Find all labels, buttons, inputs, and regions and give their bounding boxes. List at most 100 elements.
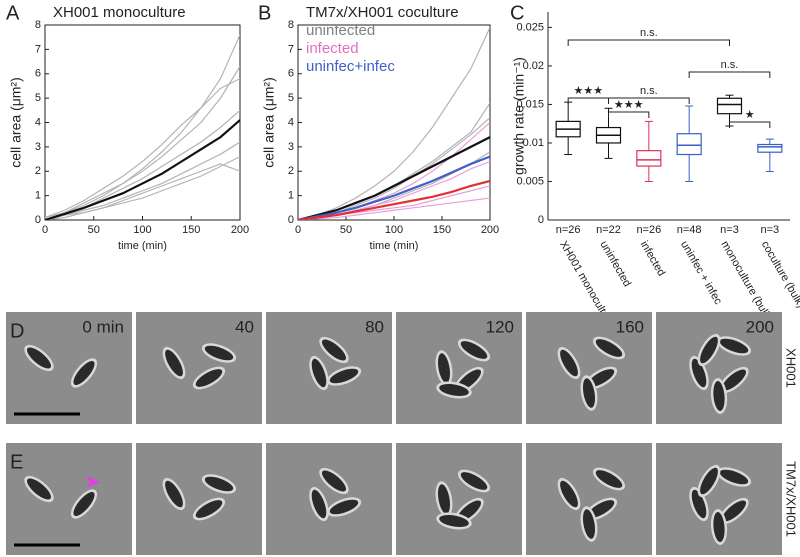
y-tick-label: 0.02 bbox=[523, 60, 544, 72]
box bbox=[757, 143, 783, 153]
box bbox=[676, 133, 702, 156]
cell bbox=[311, 358, 327, 388]
cell bbox=[437, 484, 451, 514]
x-tick-label: 50 bbox=[88, 224, 100, 236]
y-tick-label: 6 bbox=[288, 68, 294, 80]
cell bbox=[713, 512, 725, 542]
series-line bbox=[45, 34, 240, 220]
panel-letter: B bbox=[258, 2, 271, 24]
significance-label: n.s. bbox=[640, 85, 658, 97]
series-line bbox=[298, 155, 490, 220]
significance-bracket bbox=[567, 97, 609, 104]
cell bbox=[311, 489, 327, 519]
x-tick-label: 50 bbox=[340, 224, 352, 236]
micrograph bbox=[136, 443, 262, 555]
micrograph bbox=[396, 312, 522, 424]
category-label: infected bbox=[638, 239, 668, 278]
y-tick-label: 3 bbox=[35, 141, 41, 153]
y-tick-label: 8 bbox=[288, 19, 294, 31]
chart-title: XH001 monoculture bbox=[53, 4, 186, 21]
series-line bbox=[298, 27, 490, 220]
time-label: 80 bbox=[365, 317, 384, 336]
panel-letter: D bbox=[10, 320, 24, 342]
cell bbox=[329, 368, 359, 384]
cell bbox=[204, 476, 234, 492]
box bbox=[636, 150, 662, 167]
cell bbox=[165, 480, 183, 508]
cell bbox=[560, 349, 578, 377]
series-line bbox=[45, 66, 240, 219]
cell bbox=[460, 472, 488, 490]
y-tick-label: 1 bbox=[35, 190, 41, 202]
y-tick-label: 0 bbox=[288, 214, 294, 226]
y-tick-label: 0.005 bbox=[516, 175, 544, 187]
x-axis-label: time (min) bbox=[370, 240, 419, 252]
y-tick-label: 0 bbox=[35, 214, 41, 226]
cell bbox=[713, 381, 725, 411]
y-axis-label: cell area (μm²) bbox=[261, 77, 277, 168]
y-tick-label: 6 bbox=[35, 68, 41, 80]
panel-letter: E bbox=[10, 451, 23, 473]
x-axis-label: time (min) bbox=[118, 240, 167, 252]
y-tick-label: 4 bbox=[288, 116, 294, 128]
significance-label: ★★★ bbox=[574, 85, 604, 97]
y-tick-label: 2 bbox=[288, 165, 294, 177]
micrograph bbox=[6, 443, 132, 555]
cell bbox=[595, 339, 623, 357]
cell bbox=[700, 336, 718, 364]
category-label: coculture (bulk) bbox=[759, 239, 800, 310]
y-tick-label: 0.015 bbox=[516, 98, 544, 110]
y-tick-label: 0.01 bbox=[523, 137, 544, 149]
cell bbox=[587, 500, 615, 518]
x-tick-label: 0 bbox=[42, 224, 48, 236]
x-tick-label: 150 bbox=[182, 224, 200, 236]
category-label: uninfec + infec bbox=[678, 239, 724, 307]
x-tick-label: 200 bbox=[231, 224, 249, 236]
cell bbox=[73, 360, 95, 386]
series-line bbox=[45, 109, 240, 220]
significance-label: ★ bbox=[745, 109, 755, 121]
series-line bbox=[45, 163, 240, 220]
series-line bbox=[45, 156, 240, 220]
y-tick-label: 7 bbox=[288, 43, 294, 55]
time-label: 120 bbox=[486, 317, 514, 336]
y-tick-label: 0 bbox=[538, 214, 544, 226]
cell bbox=[26, 347, 52, 369]
cell bbox=[437, 353, 451, 383]
cell bbox=[560, 480, 578, 508]
significance-bracket bbox=[608, 111, 650, 118]
legend-entry: uninfec+infec bbox=[306, 58, 395, 75]
cell bbox=[195, 369, 223, 387]
y-tick-label: 1 bbox=[288, 190, 294, 202]
cell bbox=[195, 500, 223, 518]
n-label: n=26 bbox=[556, 224, 581, 236]
cell bbox=[439, 383, 469, 397]
time-label: 160 bbox=[616, 317, 644, 336]
n-label: n=26 bbox=[636, 224, 661, 236]
y-axis-label: cell area (μm²) bbox=[8, 77, 24, 168]
row-label: TM7x/XH001 bbox=[784, 461, 799, 537]
micrograph bbox=[266, 312, 392, 424]
micrograph bbox=[266, 443, 392, 555]
x-tick-label: 0 bbox=[295, 224, 301, 236]
series-line bbox=[45, 119, 240, 220]
cell bbox=[321, 470, 347, 492]
x-tick-label: 150 bbox=[433, 224, 451, 236]
cell bbox=[595, 470, 623, 488]
time-label: 0 min bbox=[82, 317, 124, 336]
micrograph bbox=[396, 443, 522, 555]
micrograph bbox=[136, 312, 262, 424]
panel-letter: A bbox=[6, 2, 20, 24]
box bbox=[716, 97, 743, 115]
series-line bbox=[298, 179, 490, 220]
cell bbox=[582, 509, 596, 539]
x-tick-label: 200 bbox=[481, 224, 499, 236]
cell bbox=[700, 467, 718, 495]
cell bbox=[691, 489, 707, 519]
series-line bbox=[298, 102, 490, 220]
x-tick-label: 100 bbox=[133, 224, 151, 236]
legend-entry: infected bbox=[306, 40, 359, 57]
y-tick-label: 0.025 bbox=[516, 21, 544, 33]
cell bbox=[204, 345, 234, 361]
cell bbox=[721, 500, 747, 522]
